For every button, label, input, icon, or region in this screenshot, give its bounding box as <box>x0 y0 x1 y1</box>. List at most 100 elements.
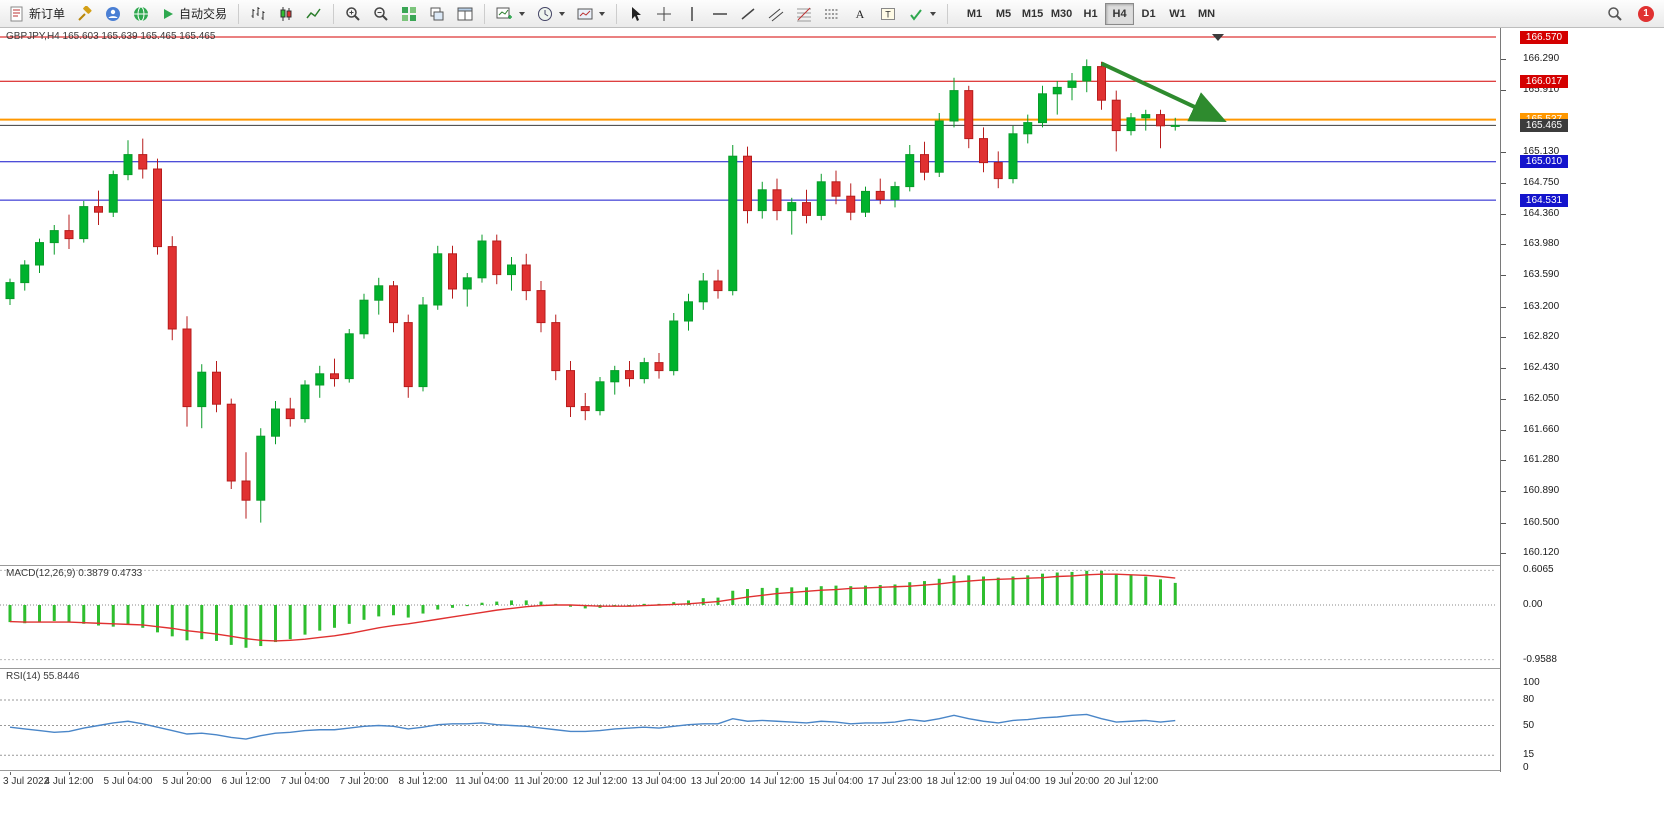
timeframe-button-mn[interactable]: MN <box>1197 7 1216 20</box>
template-button[interactable] <box>572 2 610 26</box>
text-tool-button[interactable]: A <box>847 2 873 26</box>
profile-button[interactable] <box>100 2 126 26</box>
timeframe-button-m15[interactable]: M15 <box>1021 7 1044 20</box>
timeframe-button-m30[interactable]: M30 <box>1050 7 1073 20</box>
zoom-out-button[interactable] <box>368 2 394 26</box>
time-axis-tick <box>718 772 719 775</box>
tile-horizontal-button[interactable] <box>452 2 478 26</box>
time-axis-label: 5 Jul 04:00 <box>103 776 153 787</box>
price-level-badge[interactable]: 166.017 <box>1520 74 1568 88</box>
time-axis-tick <box>541 772 542 775</box>
trend-arrow-annotation[interactable] <box>1100 61 1227 122</box>
price-axis-tick <box>1501 182 1506 184</box>
price-chart-canvas[interactable] <box>0 28 1500 772</box>
play-icon <box>164 8 174 19</box>
time-axis-label: 19 Jul 04:00 <box>985 776 1041 787</box>
macd-indicator-label: MACD(12,26,9) 0.3879 0.4733 <box>6 568 143 579</box>
candle-bullish <box>905 154 915 188</box>
candle-bullish <box>300 384 310 420</box>
time-axis-label: 6 Jul 12:00 <box>221 776 271 787</box>
zoom-in-button[interactable] <box>340 2 366 26</box>
macd-histogram-bar <box>1129 575 1133 605</box>
timeframe-button-m5[interactable]: M5 <box>995 7 1012 20</box>
time-axis[interactable]: 3 Jul 2022 4 Jul 12:00 5 Jul 04:00 5 Jul 20… <box>0 772 1664 790</box>
time-axis-tick <box>364 772 365 775</box>
candle-bullish <box>1141 114 1151 119</box>
new-order-button[interactable]: 新订单 <box>4 3 70 25</box>
price-axis-tick <box>1501 213 1506 215</box>
price-axis-label: 160.890 <box>1523 485 1560 497</box>
indicators-button[interactable] <box>72 2 98 26</box>
macd-histogram-bar <box>701 598 705 605</box>
price-level-badge[interactable]: 165.010 <box>1520 155 1568 169</box>
macd-histogram-bar <box>583 605 587 609</box>
macd-histogram-bar <box>82 605 86 624</box>
notification-badge[interactable]: 1 <box>1638 5 1654 22</box>
candle-bullish <box>5 282 15 300</box>
panel-separator-macd[interactable] <box>0 565 1664 566</box>
macd-histogram-bar <box>878 585 882 605</box>
price-axis-label: 163.980 <box>1523 238 1560 250</box>
auto-trading-button[interactable]: 自动交易 <box>156 3 232 25</box>
macd-histogram-bar <box>790 587 794 605</box>
trendline-icon <box>741 7 755 20</box>
candle-bearish <box>285 408 295 420</box>
bar-chart-mode-button[interactable] <box>245 2 271 26</box>
candle-bearish <box>536 290 546 324</box>
cursor-tool-button[interactable] <box>623 2 649 26</box>
main-toolbar: 新订单 自动交易 <box>0 0 1664 28</box>
price-axis-tick <box>1501 152 1506 154</box>
crosshair-tool-button[interactable] <box>651 2 677 26</box>
price-level-badge[interactable]: 166.570 <box>1520 30 1568 44</box>
horizontal-line-tool-button[interactable] <box>707 2 733 26</box>
macd-histogram-bar <box>539 601 543 605</box>
line-chart-mode-button[interactable] <box>301 2 327 26</box>
market-button[interactable] <box>128 2 154 26</box>
candle-bullish <box>787 202 797 212</box>
channel-tool-button[interactable] <box>763 2 789 26</box>
new-chart-icon <box>496 7 513 19</box>
trendline-tool-button[interactable] <box>735 2 761 26</box>
time-axis-label: 8 Jul 12:00 <box>398 776 448 787</box>
rsi-axis-label: 80 <box>1523 694 1535 705</box>
price-axis[interactable]: 166.290 165.910 165.130 164.750 164.360 163.9… <box>1500 28 1664 773</box>
panel-separator-rsi[interactable] <box>0 668 1664 669</box>
timeframe-button-h4[interactable]: H4 <box>1105 2 1135 25</box>
macd-histogram-bar <box>156 605 159 633</box>
price-level-badge[interactable]: 165.465 <box>1520 118 1568 132</box>
fibonacci-tool-button[interactable] <box>791 2 817 26</box>
macd-histogram-bar <box>967 575 971 605</box>
candle-bearish <box>875 190 885 200</box>
search-button[interactable] <box>1602 2 1628 26</box>
candle-bullish <box>344 333 354 380</box>
timeframe-button-h1[interactable]: H1 <box>1083 7 1098 20</box>
levels-tool-button[interactable] <box>819 2 845 26</box>
price-axis-label: 160.500 <box>1523 516 1560 528</box>
timeframe-button-w1[interactable]: W1 <box>1169 7 1186 20</box>
period-button[interactable] <box>532 2 570 26</box>
macd-histogram-bar <box>819 586 823 605</box>
text-label-tool-button[interactable]: T <box>875 2 901 26</box>
macd-histogram-bar <box>170 605 174 637</box>
price-level-badge[interactable]: 164.531 <box>1520 193 1568 207</box>
chart-symbol-label: GBPJPY,H4 165.603 165.639 165.465 165.46… <box>6 31 216 42</box>
time-axis-tick <box>10 772 11 775</box>
profile-icon <box>106 6 121 21</box>
tile-windows-button[interactable] <box>396 2 422 26</box>
price-axis-label: 166.290 <box>1523 53 1560 65</box>
arrows-tool-button[interactable] <box>903 2 941 26</box>
candlestick-mode-button[interactable] <box>273 2 299 26</box>
timeframe-button-m1[interactable]: M1 <box>966 7 983 20</box>
new-order-label: 新订单 <box>29 7 66 21</box>
time-axis-label: 13 Jul 20:00 <box>690 776 746 787</box>
cascade-windows-button[interactable] <box>424 2 450 26</box>
price-axis-tick <box>1501 368 1506 370</box>
candle-bearish <box>993 162 1003 180</box>
chart-shift-marker[interactable] <box>1212 34 1224 41</box>
candle-bearish <box>167 246 177 330</box>
new-chart-button[interactable] <box>491 2 530 26</box>
macd-histogram-bar <box>244 605 248 648</box>
macd-histogram-bar <box>347 605 351 624</box>
timeframe-button-d1[interactable]: D1 <box>1141 7 1156 20</box>
vertical-line-tool-button[interactable] <box>679 2 705 26</box>
